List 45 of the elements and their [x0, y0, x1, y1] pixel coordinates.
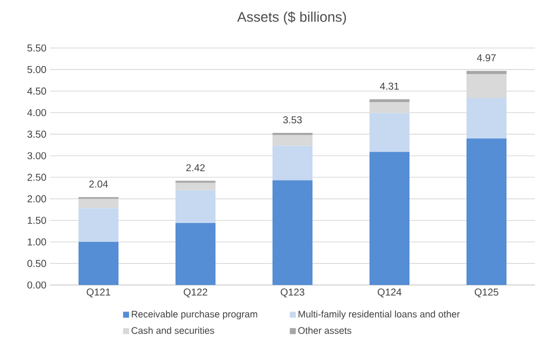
chart-title: Assets ($ billions)	[237, 11, 346, 25]
y-tick-label: 1.00	[28, 238, 46, 246]
bar	[272, 135, 312, 146]
bar	[78, 242, 119, 285]
y-tick-label: 4.50	[27, 88, 46, 95]
bar	[176, 190, 216, 223]
legend-label: Other assets	[298, 326, 352, 334]
bar	[272, 180, 312, 285]
total-label: 2.04	[89, 180, 108, 188]
y-tick-label: 0.00	[27, 281, 46, 289]
y-tick-label: 5.50	[27, 44, 46, 52]
y-tick-label: 1.50	[28, 216, 46, 224]
x-tick-label: Q123	[280, 288, 304, 298]
y-tick-label: 5.00	[27, 66, 46, 74]
bar	[176, 182, 216, 190]
y-tick-label: 2.50	[28, 174, 46, 181]
bar	[176, 222, 216, 285]
x-tick-label: Q125	[474, 288, 498, 298]
x-tick-label: Q121	[86, 288, 110, 298]
bar	[466, 70, 506, 74]
total-label: 2.42	[186, 164, 205, 172]
total-label: 4.97	[477, 54, 496, 62]
bar	[370, 152, 410, 285]
x-tick-label: Q124	[378, 288, 402, 298]
bar	[370, 113, 410, 152]
total-label: 3.53	[283, 116, 302, 124]
legend-label: Cash and securities	[132, 326, 214, 334]
bar	[466, 98, 506, 138]
y-tick-label: 0.50	[27, 260, 46, 267]
bar	[370, 102, 410, 114]
bar	[78, 208, 119, 242]
bar	[466, 138, 506, 285]
bar	[466, 74, 506, 98]
y-tick-label: 3.50	[27, 130, 46, 138]
x-tick-label: Q122	[184, 288, 208, 298]
bar	[272, 146, 312, 180]
y-tick-label: 2.00	[28, 195, 46, 202]
y-tick-label: 3.00	[27, 152, 46, 160]
legend-label: Receivable purchase program	[132, 310, 258, 320]
bar	[78, 198, 119, 208]
bar	[272, 132, 312, 136]
total-label: 4.31	[380, 82, 399, 90]
legend-label: Multi-family residential loans and other	[298, 310, 460, 320]
y-tick-label: 4.00	[27, 109, 46, 116]
bar	[370, 99, 410, 102]
